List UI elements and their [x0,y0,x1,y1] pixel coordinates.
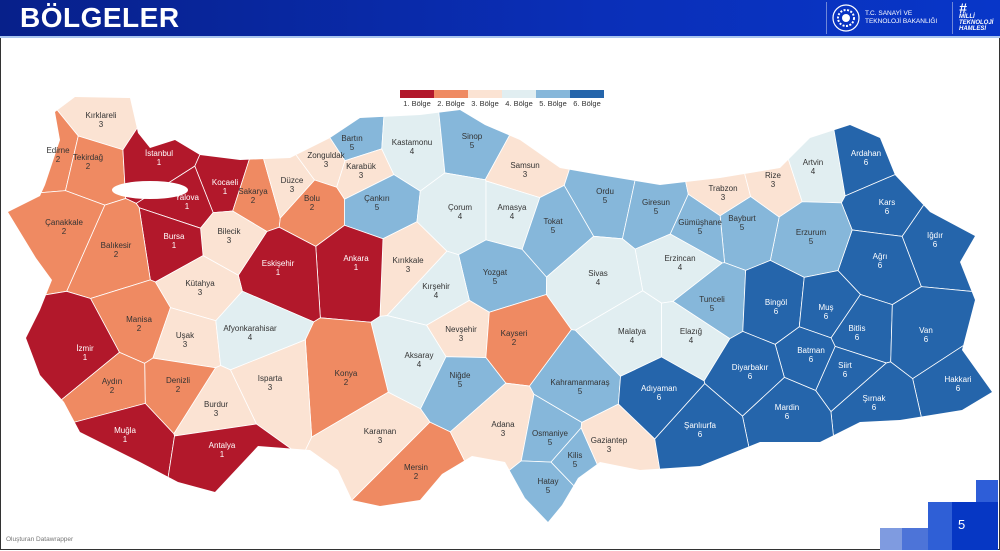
decor-square [952,502,998,550]
province-kastamonu[interactable] [381,40,446,192]
legend-item: 3. Bölge [468,90,502,108]
legend-label: 2. Bölge [437,99,465,108]
decor-square [976,480,998,502]
legend-item: 2. Bölge [434,90,468,108]
legend-label: 6. Bölge [573,99,601,108]
province-hatay[interactable] [473,460,637,551]
page-number: 5 [958,517,966,532]
ministry-logo: T.C. SANAYİ VE TEKNOLOJİ BAKANLIĞI [826,2,945,34]
credit-text: Oluşturan Datawrapper [6,536,74,543]
legend-item: 5. Bölge [536,90,570,108]
legend-label: 3. Bölge [471,99,499,108]
province-ardahan[interactable] [818,40,1000,197]
legend-swatch [400,90,434,98]
ministry-emblem-icon [832,4,860,32]
campaign-name: MİLLİ TEKNOLOJİ HAMLESİ [959,14,994,32]
decor-square [928,502,952,550]
legend-item: 1. Bölge [400,90,434,108]
ministry-name: T.C. SANAYİ VE TEKNOLOJİ BAKANLIĞI [865,10,938,25]
legend-item: 6. Bölge [570,90,604,108]
header-bar: BÖLGELER T.C. SANAYİ VE TEKNOLOJİ BAKANL… [0,0,1000,38]
province-adıyaman[interactable] [618,356,706,440]
hash-icon: # [959,0,967,16]
decor-square [902,528,928,550]
legend-label: 1. Bölge [403,99,431,108]
campaign-logo: # MİLLİ TEKNOLOJİ HAMLESİ [952,0,997,34]
legend: 1. Bölge 2. Bölge 3. Bölge 4. Bölge 5. Bölge… [400,90,604,108]
legend-swatch [434,90,468,98]
legend-swatch [536,90,570,98]
legend-swatch [468,90,502,98]
province-ankara[interactable] [315,224,384,323]
legend-label: 5. Bölge [539,99,567,108]
province-muğla[interactable] [0,402,175,551]
decor-square [880,528,902,550]
page-title: BÖLGELER [20,2,180,33]
legend-item: 4. Bölge [502,90,536,108]
province-kırklareli[interactable] [0,40,196,151]
legend-swatch [570,90,604,98]
marmara-sea [112,181,188,199]
legend-label: 4. Bölge [505,99,533,108]
legend-swatch [502,90,536,98]
